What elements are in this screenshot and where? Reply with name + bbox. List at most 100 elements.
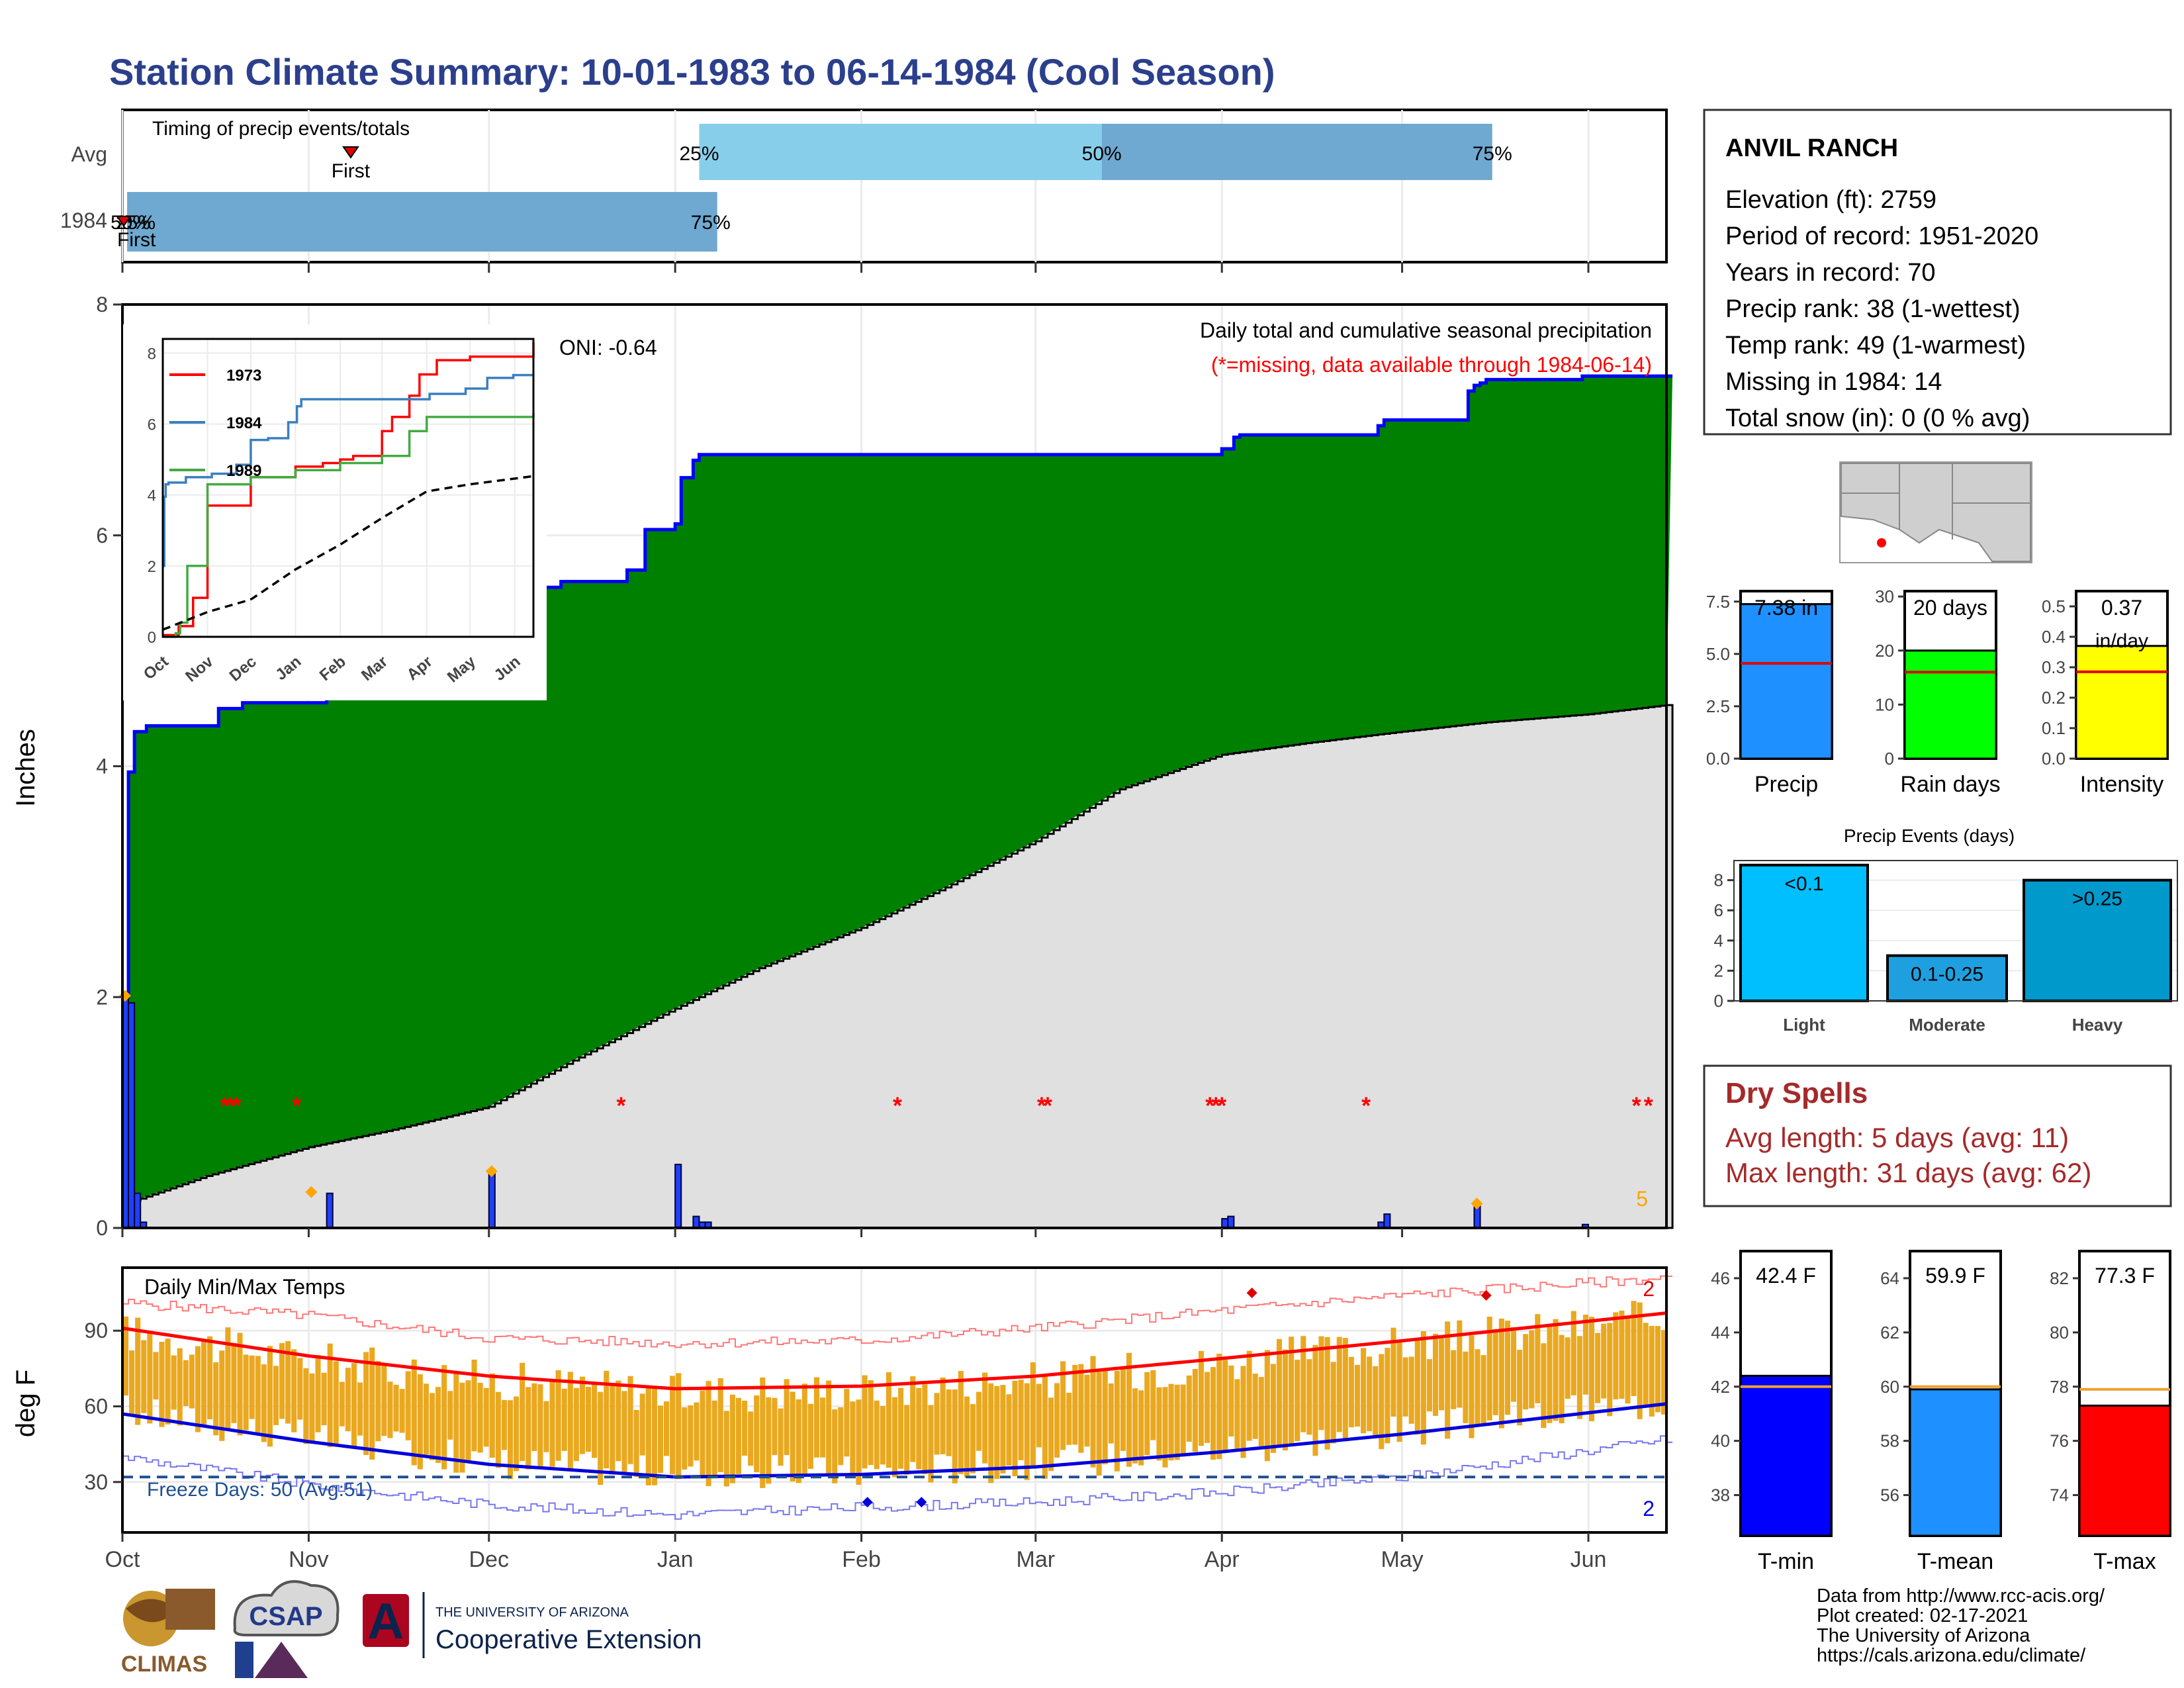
precip-y-tick-label: 8 <box>96 293 108 316</box>
missing-day-marker: * <box>1205 1092 1214 1119</box>
daily-temp-range-bar <box>928 1405 934 1483</box>
missing-day-marker: * <box>226 1092 235 1119</box>
daily-temp-range-bar <box>856 1399 862 1485</box>
station-info-box: ANVIL RANCH Elevation (ft): 2759 Period of… <box>1703 109 2172 436</box>
daily-precip-bar <box>692 1215 700 1229</box>
precip-event-bar-label: >0.25 <box>2072 888 2122 910</box>
daily-temp-range-bar <box>1643 1323 1649 1407</box>
daily-precip-bar <box>134 1192 142 1229</box>
csap-bars-icon <box>235 1642 253 1678</box>
daily-temp-range-bar <box>1126 1352 1132 1467</box>
daily-temp-range-bar <box>826 1380 832 1477</box>
daily-temp-range-bar <box>676 1373 682 1479</box>
daily-temp-range-bar <box>1348 1356 1354 1428</box>
daily-temp-range-bar <box>1024 1383 1030 1480</box>
daily-temp-range-bar <box>237 1333 243 1436</box>
record-low-marker <box>862 1497 873 1508</box>
daily-temp-range-bar <box>1426 1359 1432 1412</box>
daily-temp-range-bar <box>1607 1323 1613 1417</box>
daily-temp-range-bar <box>1078 1364 1084 1453</box>
summary-bar-2: 0.0 0.1 0.2 0.3 0.4 0.5 0.37 in/day Intensity <box>2042 590 2169 797</box>
daily-temp-range-bar <box>1373 1366 1379 1438</box>
temp-y-tick-label: 60 <box>84 1395 108 1419</box>
station-info-line: Period of record: 1951-2020 <box>1725 222 2038 250</box>
daily-temp-range-bar <box>195 1346 201 1432</box>
daily-temp-range-bar <box>1354 1364 1361 1427</box>
daily-temp-range-bar <box>1498 1318 1504 1429</box>
daily-temp-range-bar <box>1108 1383 1114 1444</box>
daily-temp-range-bar <box>645 1386 651 1485</box>
daily-temp-range-bar <box>1637 1302 1643 1419</box>
summary-bar-label: Intensity <box>2080 772 2164 797</box>
daily-temp-range-bar <box>1289 1336 1295 1444</box>
climas-logo-text: CLIMAS <box>121 1652 207 1677</box>
summary-bar-tick-label: 20 <box>1875 641 1894 661</box>
daily-temp-range-bar <box>784 1379 790 1456</box>
daily-temp-range-bar <box>1006 1394 1012 1466</box>
daily-temp-range-bar <box>729 1394 735 1483</box>
precip-events-tick-label: 0 <box>1714 991 1723 1011</box>
daily-temp-range-bar <box>801 1383 807 1474</box>
precip-events-title: Precip Events (days) <box>1844 825 2015 846</box>
temp-y-tick-label: 90 <box>84 1319 108 1342</box>
daily-temp-range-bar <box>1414 1340 1420 1435</box>
y1984-q50-label: 50% <box>111 212 150 234</box>
summary-bar-label: Rain days <box>1900 772 2000 797</box>
daily-temp-range-bar <box>1138 1390 1144 1466</box>
inset-frame <box>161 338 535 638</box>
daily-temp-range-bar <box>598 1391 604 1485</box>
precip-event-bar-label: 0.1-0.25 <box>1911 964 1983 986</box>
daily-temp-range-bar <box>682 1407 688 1470</box>
temp-summary-value: 77.3 F <box>2095 1264 2155 1288</box>
daily-temp-range-bar <box>1432 1333 1439 1416</box>
daily-temp-range-bar <box>1445 1321 1451 1439</box>
daily-temp-range-bar <box>429 1393 435 1460</box>
daily-temp-range-bar <box>1463 1351 1469 1423</box>
daily-temp-range-bar <box>261 1364 267 1442</box>
daily-temp-range-bar <box>1649 1325 1655 1417</box>
daily-temp-range-bar <box>796 1399 801 1483</box>
daily-temp-range-bar <box>898 1387 904 1469</box>
daily-temp-range-bar <box>592 1383 598 1458</box>
daily-temp-range-bar <box>1198 1350 1205 1446</box>
daily-temp-range-bar <box>255 1356 261 1434</box>
summary-bar-tick-label: 10 <box>1875 694 1894 714</box>
row-label-avg: Avg <box>71 142 107 166</box>
precip-y-tick-label: 0 <box>96 1216 108 1240</box>
y1984-first-marker <box>116 216 132 227</box>
daily-temp-range-bar <box>621 1391 627 1474</box>
daily-temp-range-bar <box>1192 1369 1198 1452</box>
avg-q25-q50-bar <box>699 124 1102 180</box>
daily-temp-range-bar <box>964 1396 970 1477</box>
daily-temp-range-bar <box>351 1363 357 1446</box>
temp-summary-bar-0: 38 40 42 44 46 42.4 F T-min <box>1711 1250 1833 1574</box>
missing-day-marker: * <box>616 1092 625 1119</box>
daily-temp-range-bar <box>1312 1344 1318 1456</box>
daily-temp-range-bar <box>976 1391 982 1451</box>
station-info-line: Elevation (ft): 2759 <box>1725 186 1936 214</box>
daily-temp-range-bar <box>1588 1317 1595 1422</box>
summary-bar-value-unit: in/day <box>2095 630 2148 652</box>
inset-legend-label: 1984 <box>226 414 262 432</box>
temp-summary-label: T-max <box>2093 1549 2156 1574</box>
dry-spells-frame <box>1703 1064 2172 1207</box>
daily-temp-range-bar <box>459 1382 465 1473</box>
precip-events-chart: Precip Events (days) 0 2 4 6 8 <0.1 Light 0.1-0.… <box>1714 825 2178 1035</box>
daily-temp-range-bar <box>441 1365 447 1470</box>
daily-temp-range-bar <box>1144 1372 1150 1456</box>
daily-temp-range-bar <box>297 1358 303 1420</box>
precip-event-category: Heavy <box>2072 1015 2123 1035</box>
daily-temp-range-bar <box>1439 1336 1445 1411</box>
daily-temp-range-bar <box>171 1355 177 1410</box>
missing-day-marker: * <box>1361 1092 1371 1119</box>
summary-bar-value: 7.38 in <box>1754 596 1818 620</box>
precip-event-category: Light <box>1783 1015 1825 1035</box>
daily-temp-range-bar <box>507 1400 514 1479</box>
daily-temp-range-bar <box>1066 1392 1072 1445</box>
credit-line: https://cals.arizona.edu/climate/ <box>1817 1645 2086 1666</box>
freeze-days-label: Freeze Days: 50 (Avg:51) <box>147 1479 373 1501</box>
daily-temp-range-bar <box>1529 1330 1535 1409</box>
timing-panel-label: Timing of precip events/totals <box>152 118 410 140</box>
